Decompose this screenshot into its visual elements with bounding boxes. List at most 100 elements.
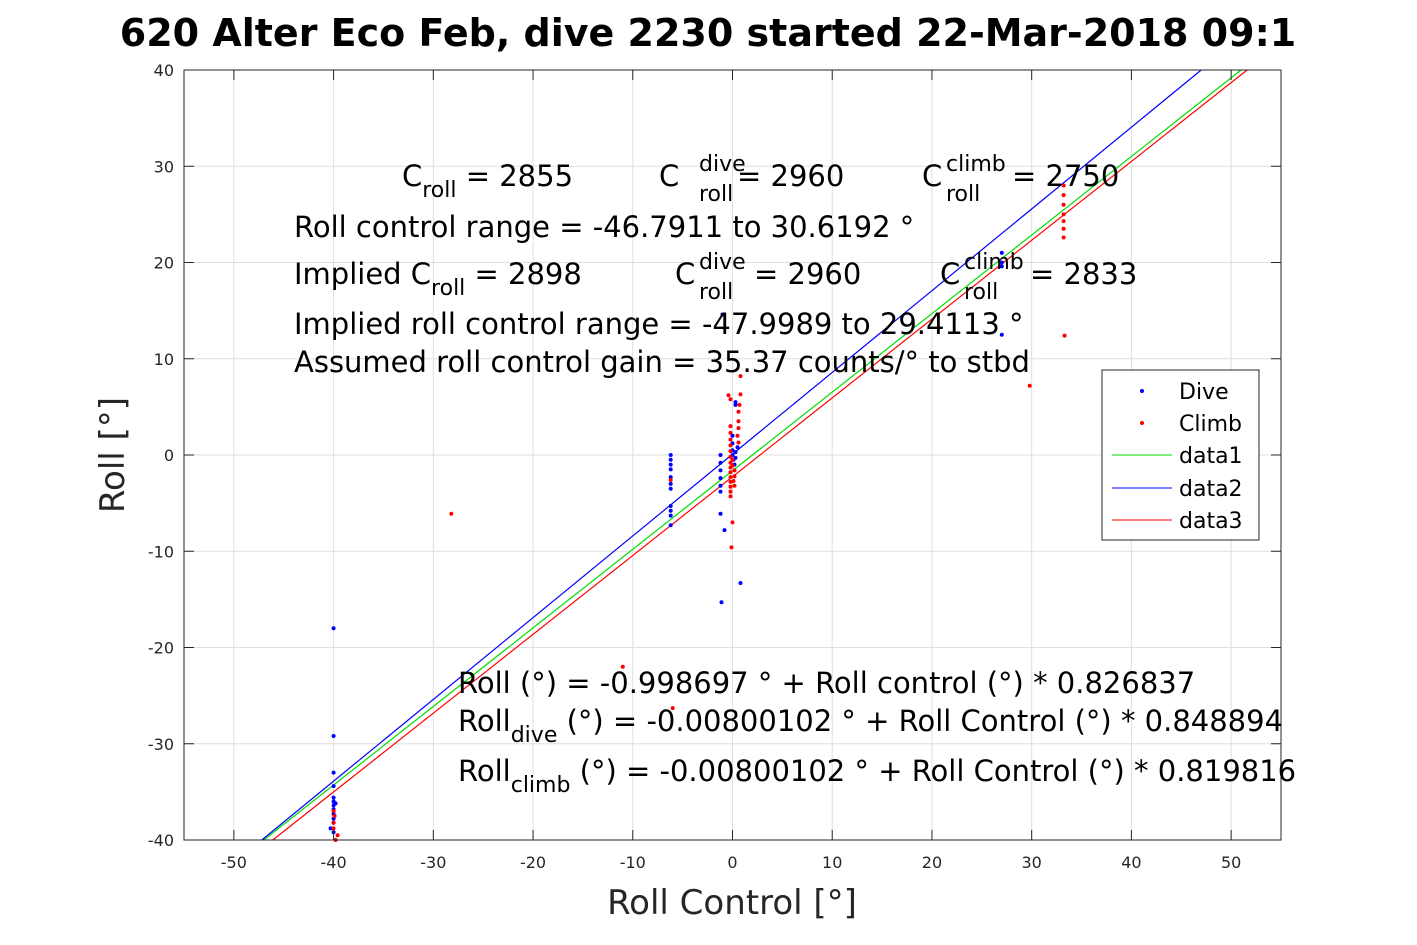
data-point-climb	[728, 397, 733, 402]
y-tick-label: -10	[148, 542, 174, 561]
x-tick-label: 10	[822, 853, 842, 872]
y-tick-label: 30	[154, 157, 174, 176]
series-line-data3	[272, 69, 1248, 841]
data-point-dive	[999, 264, 1004, 269]
x-tick-label: 50	[1221, 853, 1241, 872]
data-point-dive	[730, 433, 735, 438]
data-point-dive	[718, 453, 723, 457]
annotation-implied-c-roll: Implied Croll = 2898	[294, 257, 582, 301]
annotation-implied-range: Implied roll control range = -47.9989 to…	[294, 307, 1024, 341]
data-point-dive	[735, 445, 740, 450]
annotation-implied-c-roll-climb-sub: roll	[964, 280, 998, 305]
data-point-climb	[728, 494, 733, 499]
legend-marker-dive	[1140, 389, 1144, 393]
data-point-climb	[1061, 226, 1066, 231]
annotation-implied-c-roll-dive-sup: dive	[699, 250, 746, 275]
data-point-climb	[730, 457, 735, 462]
x-tick-label: -20	[520, 853, 546, 872]
y-tick-label: 20	[154, 254, 174, 273]
legend: Dive Climb data1 data2 data3	[1101, 369, 1260, 541]
data-point-climb	[736, 426, 741, 431]
legend-label-data3: data3	[1179, 509, 1243, 534]
data-point-climb	[735, 433, 740, 438]
data-point-dive	[718, 511, 723, 516]
data-point-dive	[719, 600, 724, 605]
series-line-data1	[263, 69, 1242, 841]
data-point-climb	[728, 443, 733, 448]
data-point-dive	[668, 486, 673, 491]
legend-marker-climb	[1140, 421, 1144, 425]
data-point-dive	[733, 402, 738, 407]
data-point-dive	[718, 468, 723, 473]
annotation-c-roll-dive-value: = 2960	[737, 159, 844, 193]
data-point-dive	[333, 801, 338, 806]
annotation-c-roll-climb: C	[922, 159, 942, 193]
data-point-dive	[668, 467, 673, 472]
data-point-dive	[718, 489, 723, 494]
data-point-climb	[730, 463, 735, 468]
annotation-c-roll-dive-sup: dive	[699, 152, 746, 177]
x-tick-label: -50	[221, 853, 247, 872]
y-tick-label: 10	[154, 350, 174, 369]
data-point-climb	[668, 478, 673, 482]
annotation-c-roll-dive-sub: roll	[699, 182, 733, 207]
data-point-climb	[729, 545, 734, 550]
data-point-climb	[1062, 333, 1067, 338]
data-point-climb	[728, 430, 733, 435]
data-point-climb	[732, 474, 737, 479]
annotation-implied-c-roll-climb-sup: climb	[964, 250, 1024, 275]
data-point-climb	[332, 813, 337, 818]
data-point-dive	[331, 626, 336, 631]
y-tick-label: 40	[154, 61, 174, 80]
data-point-dive	[668, 504, 673, 508]
x-tick-label: -40	[321, 853, 347, 872]
data-point-climb	[726, 393, 731, 398]
x-tick-label: 20	[922, 853, 942, 872]
data-point-dive	[668, 462, 673, 467]
data-point-dive	[331, 795, 336, 800]
data-point-dive	[331, 784, 336, 789]
annotation-c-roll-dive: C	[659, 159, 679, 193]
data-point-climb	[728, 479, 733, 484]
y-tick-label: 0	[164, 446, 174, 465]
data-point-dive	[331, 734, 336, 738]
data-point-climb	[736, 440, 741, 445]
data-point-climb	[1061, 212, 1066, 217]
legend-label-dive: Dive	[1179, 380, 1229, 405]
x-tick-label: -10	[620, 853, 646, 872]
data-point-dive	[718, 476, 723, 481]
data-point-climb	[737, 402, 742, 407]
annotation-fit-all: Roll (°) = -0.998697 ° + Roll control (°…	[458, 666, 1195, 700]
data-point-climb	[331, 826, 336, 831]
y-tick-label: -20	[148, 639, 174, 658]
data-point-dive	[720, 312, 725, 317]
annotation-implied-c-roll-dive: C	[675, 257, 695, 291]
data-point-dive	[999, 250, 1004, 255]
x-tick-label: -30	[420, 853, 446, 872]
x-axis-ticks: -50 -40 -30 -20 -10 0 10 20 30 40 50	[221, 70, 1241, 872]
y-tick-label: -40	[148, 831, 174, 850]
data-point-dive	[668, 475, 673, 480]
data-point-climb	[738, 392, 743, 397]
annotation-fit-dive: Rolldive (°) = -0.00800102 ° + Roll Cont…	[458, 704, 1283, 748]
data-point-climb	[1027, 383, 1032, 388]
annotation-c-roll-climb-value: = 2750	[1012, 159, 1119, 193]
x-tick-label: 40	[1121, 853, 1141, 872]
annotation-implied-c-roll-climb-value: = 2833	[1030, 257, 1137, 291]
y-tick-label: -30	[148, 735, 174, 754]
annotation-c-roll-climb-sup: climb	[946, 152, 1006, 177]
annotation-c-roll: Croll = 2855	[402, 159, 573, 203]
annotation-fit-climb: Rollclimb (°) = -0.00800102 ° + Roll Con…	[458, 754, 1296, 798]
data-point-climb	[736, 419, 741, 424]
data-point-climb	[1061, 202, 1066, 207]
x-tick-label: 0	[727, 853, 737, 872]
y-axis-label: Roll [°]	[93, 397, 133, 513]
legend-label-data1: data1	[1179, 444, 1243, 469]
data-point-climb	[728, 437, 733, 442]
data-point-dive	[999, 260, 1004, 265]
data-point-dive	[668, 508, 673, 513]
data-point-climb	[449, 511, 454, 516]
data-point-climb	[728, 454, 733, 459]
annotation-implied-c-roll-dive-value: = 2960	[754, 257, 861, 291]
